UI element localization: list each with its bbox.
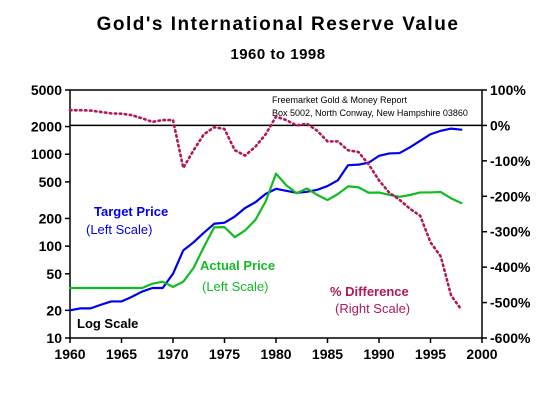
legend-target-price-subtitle: (Left Scale) (86, 222, 152, 237)
left-tick-label-10: 10 (46, 330, 62, 346)
x-tick-label-1965: 1965 (106, 346, 137, 362)
legend-pct-difference-subtitle: (Right Scale) (335, 301, 410, 316)
x-tick-label-2000: 2000 (466, 346, 497, 362)
x-tick-label-1980: 1980 (260, 346, 291, 362)
left-tick-label-5000: 5000 (31, 82, 62, 98)
source-annotation-line1: Freemarket Gold & Money Report (272, 95, 408, 105)
legend-target-price-title: Target Price (94, 204, 168, 219)
left-tick-label-2000: 2000 (31, 119, 62, 135)
legend-actual-price-title: Actual Price (200, 258, 275, 273)
right-tick-label-300: -300% (490, 224, 531, 240)
left-tick-label-50: 50 (46, 266, 62, 282)
legend-actual-price-subtitle: (Left Scale) (202, 279, 268, 294)
left-tick-label-20: 20 (46, 302, 62, 318)
x-tick-label-1995: 1995 (415, 346, 446, 362)
chart-subtitle: 1960 to 1998 (230, 46, 326, 63)
right-tick-label-400: -400% (490, 259, 531, 275)
right-tick-label-100: 100% (490, 82, 526, 98)
x-tick-label-1985: 1985 (312, 346, 343, 362)
right-tick-label-100: -100% (490, 153, 531, 169)
right-tick-label-600: -600% (490, 330, 531, 346)
x-tick-label-1960: 1960 (54, 346, 85, 362)
x-tick-label-1975: 1975 (209, 346, 240, 362)
log-scale-note: Log Scale (77, 316, 138, 331)
chart-title: Gold's International Reserve Value (96, 14, 460, 35)
x-tick-label-1970: 1970 (157, 346, 188, 362)
right-tick-label-0: 0% (490, 117, 511, 133)
left-tick-label-500: 500 (39, 174, 63, 190)
right-tick-label-500: -500% (490, 295, 531, 311)
left-tick-label-1000: 1000 (31, 146, 62, 162)
x-tick-label-1990: 1990 (363, 346, 394, 362)
legend-pct-difference-title: % Difference (330, 284, 409, 299)
left-tick-label-100: 100 (39, 238, 63, 254)
series-line-target-price (68, 127, 463, 312)
right-tick-label-200: -200% (490, 188, 531, 204)
series-line-difference (68, 108, 463, 311)
left-tick-label-200: 200 (39, 210, 63, 226)
source-annotation-line2: Box 5002, North Conway, New Hampshire 03… (272, 108, 468, 118)
